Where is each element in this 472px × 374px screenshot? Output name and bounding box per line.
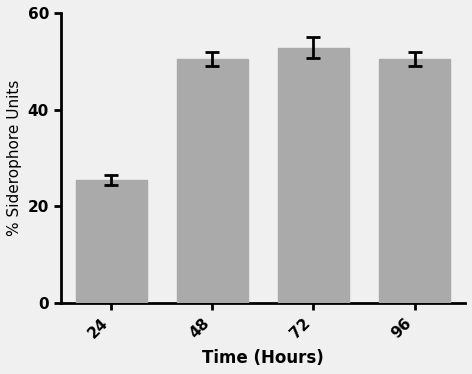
Bar	[379, 59, 450, 303]
X-axis label: Time (Hours): Time (Hours)	[202, 349, 324, 367]
Bar	[177, 59, 248, 303]
Y-axis label: % Siderophore Units: % Siderophore Units	[7, 80, 22, 236]
Bar	[278, 48, 349, 303]
Bar	[76, 180, 147, 303]
